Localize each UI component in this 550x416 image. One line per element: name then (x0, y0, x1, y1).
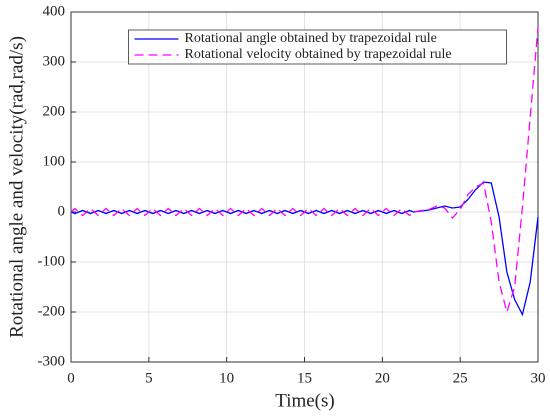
y-tick-label: 300 (43, 53, 66, 69)
x-tick-label: 10 (219, 370, 234, 386)
legend-label: Rotational velocity obtained by trapezoi… (185, 47, 452, 62)
x-tick-label: 30 (531, 370, 546, 386)
y-tick-label: 400 (43, 3, 66, 19)
y-tick-label: 0 (58, 203, 66, 219)
legend-box (128, 29, 507, 65)
x-axis-label: Time(s) (275, 390, 334, 411)
plot-frame (70, 11, 539, 363)
y-tick-label: -100 (38, 253, 66, 269)
y-tick-label: 200 (43, 103, 66, 119)
legend: Rotational angle obtained by trapezoidal… (128, 29, 507, 65)
x-tick-label: 5 (145, 370, 153, 386)
y-tick-label: 100 (43, 153, 66, 169)
x-tick-label: 15 (297, 370, 312, 386)
y-tick-label: -300 (38, 353, 66, 369)
x-tick-label: 20 (375, 370, 390, 386)
y-axis-label: Rotational angle and velocity(rad,rad/s) (6, 36, 27, 338)
series-line (70, 26, 539, 315)
x-tick-label: 25 (453, 370, 468, 386)
y-tick-label: -200 (38, 303, 66, 319)
legend-label: Rotational angle obtained by trapezoidal… (185, 31, 437, 46)
x-tick-label: 0 (67, 370, 75, 386)
